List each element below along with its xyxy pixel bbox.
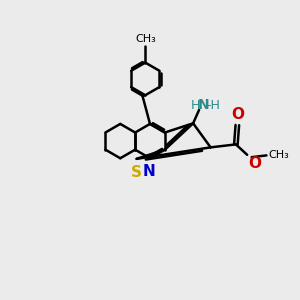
Text: CH₃: CH₃ bbox=[268, 150, 289, 161]
Text: N: N bbox=[142, 164, 155, 178]
Text: CH₃: CH₃ bbox=[135, 34, 156, 44]
Text: H: H bbox=[191, 99, 200, 112]
Text: N: N bbox=[198, 98, 209, 112]
Text: O: O bbox=[249, 156, 262, 171]
Text: O: O bbox=[231, 107, 244, 122]
Text: S: S bbox=[130, 165, 142, 180]
Text: -H: -H bbox=[206, 99, 220, 112]
